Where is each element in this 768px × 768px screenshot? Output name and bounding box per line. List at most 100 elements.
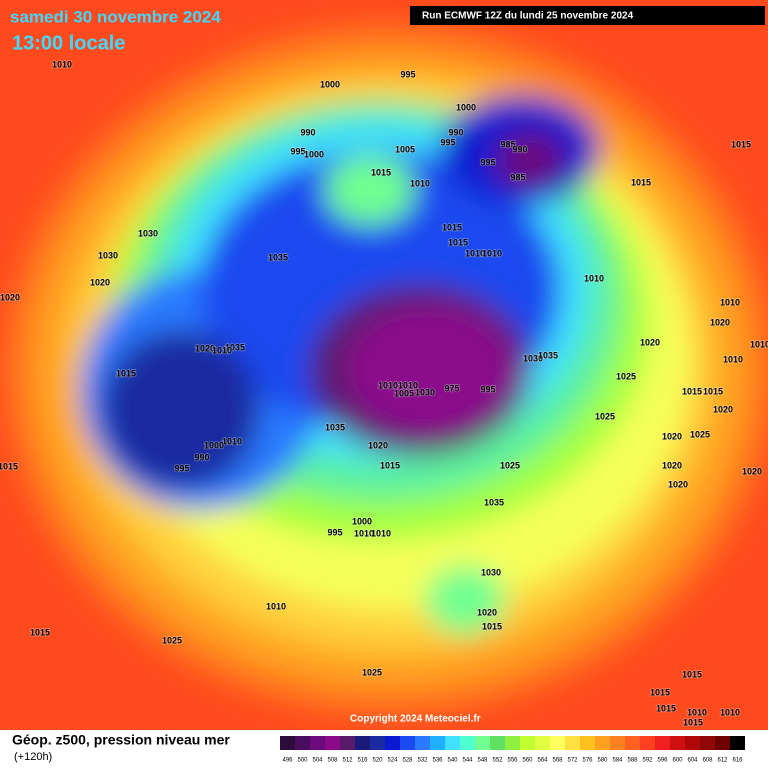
legend-swatch	[520, 736, 535, 750]
legend-level: 600	[672, 758, 683, 764]
pressure-label: 1030	[138, 228, 158, 238]
legend-level: 616	[732, 758, 743, 764]
legend-level: 536	[432, 758, 443, 764]
legend-level: 564	[537, 758, 548, 764]
pressure-label: 1020	[742, 466, 762, 476]
field	[0, 0, 768, 730]
pressure-label: 1010	[52, 59, 72, 69]
pressure-label: 1035	[268, 252, 288, 262]
legend-swatch	[640, 736, 655, 750]
pressure-label: 1010	[687, 707, 707, 717]
pressure-label: 1010	[371, 528, 391, 538]
pressure-label: 1010	[354, 528, 374, 538]
legend-swatch	[400, 736, 415, 750]
pressure-label: 1010	[398, 380, 418, 390]
legend-level: 548	[477, 758, 488, 764]
pressure-label: 1020	[662, 460, 682, 470]
run: Run ECMWF 12Z du lundi 25 novembre 2024	[422, 11, 634, 22]
legend-swatch	[730, 736, 745, 750]
pressure-label: 995	[290, 146, 305, 156]
pressure-label: 995	[440, 137, 455, 147]
legend-level: 544	[462, 758, 473, 764]
legend-level: 560	[522, 758, 533, 764]
time: 13:00 locale	[12, 32, 125, 54]
pressure-label: 1015	[482, 621, 502, 631]
pressure-label: 1030	[523, 353, 543, 363]
pressure-label: 1015	[656, 703, 676, 713]
legend-level: 608	[702, 758, 713, 764]
legend-swatch	[385, 736, 400, 750]
pressure-label: 1020	[477, 607, 497, 617]
pressure-label: 1010	[750, 339, 768, 349]
pressure-label: 1010	[482, 248, 502, 258]
pressure-label: 1020	[195, 343, 215, 353]
pressure-label: 1015	[650, 687, 670, 697]
pressure-label: 1015	[448, 237, 468, 247]
legend-level: 596	[657, 758, 668, 764]
legend-swatch	[445, 736, 460, 750]
pressure-label: 1010	[222, 436, 242, 446]
legend-level: 532	[417, 758, 428, 764]
pressure-label: 1020	[90, 277, 110, 287]
legend-level: 516	[357, 758, 368, 764]
pressure-label: 990	[512, 144, 527, 154]
legend-swatch	[535, 736, 550, 750]
legend-level: 552	[492, 758, 503, 764]
legend-swatch	[340, 736, 355, 750]
legend-swatch	[460, 736, 475, 750]
pressure-label: 1020	[713, 404, 733, 414]
pressure-label: 1000	[456, 102, 476, 112]
pressure-label: 1020	[0, 292, 20, 302]
legend-level: 580	[597, 758, 608, 764]
pressure-label: 1010	[212, 345, 232, 355]
pressure-label: 1000	[320, 79, 340, 89]
pressure-label: 1030	[98, 250, 118, 260]
legend-level: 540	[447, 758, 458, 764]
pressure-label: 1030	[481, 567, 501, 577]
pressure-label: 1015	[380, 460, 400, 470]
pressure-label: 1000	[304, 149, 324, 159]
run-box	[410, 6, 765, 25]
pressure-label: 995	[400, 69, 415, 79]
pressure-label: 1020	[368, 440, 388, 450]
pressure-label: 1015	[682, 669, 702, 679]
pressure-label: 1010	[378, 380, 398, 390]
pressure-label: 1010	[410, 178, 430, 188]
legend-swatch	[580, 736, 595, 750]
legend-swatch	[565, 736, 580, 750]
legend-level: 524	[387, 758, 398, 764]
legend-swatch	[280, 736, 295, 750]
pressure-label: 1005	[394, 388, 414, 398]
legend-level: 568	[552, 758, 563, 764]
legend-level: 496	[282, 758, 293, 764]
legend-level: 588	[627, 758, 638, 764]
pressure-label: 1035	[538, 350, 558, 360]
legend-swatch	[610, 736, 625, 750]
pressure-label: 1020	[640, 337, 660, 347]
pressure-label: 1035	[225, 342, 245, 352]
pressure-label: 995	[480, 157, 495, 167]
legend-swatch	[715, 736, 730, 750]
pressure-label: 1010	[465, 248, 485, 258]
pressure-label: 1025	[162, 635, 182, 645]
pressure-label: 1025	[595, 411, 615, 421]
pressure-label: 975	[444, 383, 459, 393]
legend-swatch	[700, 736, 715, 750]
legend-level: 576	[582, 758, 593, 764]
pressure-label: 1020	[668, 479, 688, 489]
pressure-label: 1015	[371, 167, 391, 177]
pressure-label: 985	[500, 139, 515, 149]
lead: (+120h)	[14, 751, 52, 763]
footer-title: Géop. z500, pression niveau mer	[12, 732, 230, 748]
pressure-label: 1015	[30, 627, 50, 637]
legend-swatch	[655, 736, 670, 750]
pressure-label: 995	[327, 527, 342, 537]
pressure-label: 1010	[266, 601, 286, 611]
legend-level: 572	[567, 758, 578, 764]
pressure-label: 985	[510, 172, 525, 182]
pressure-label: 1015	[631, 177, 651, 187]
legend-level: 612	[717, 758, 728, 764]
legend-level: 500	[297, 758, 308, 764]
pressure-label: 1010	[723, 354, 743, 364]
